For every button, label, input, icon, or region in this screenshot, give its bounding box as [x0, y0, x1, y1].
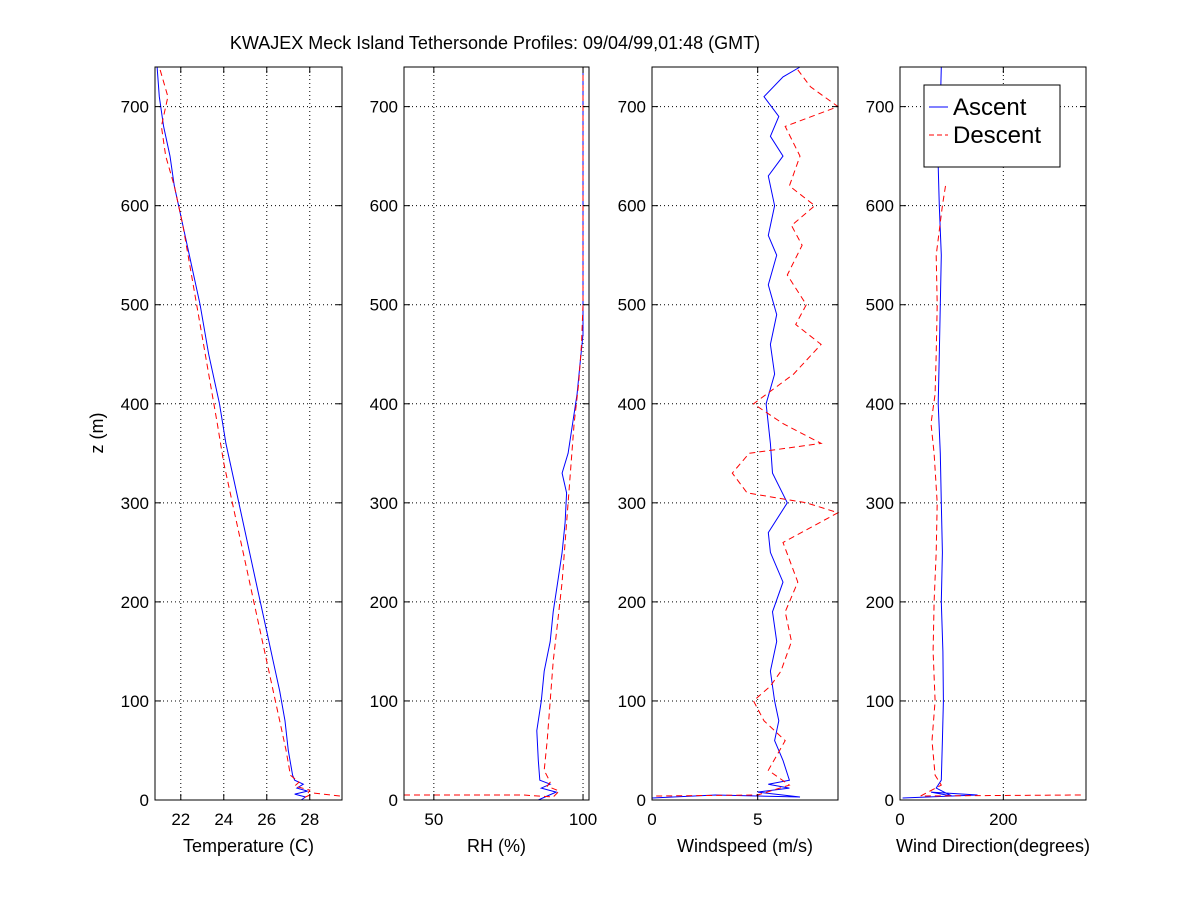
panel-3-axes-box	[651, 66, 839, 801]
legend-label-ascent: Ascent	[953, 94, 1027, 121]
panel-4-ytick-label-6: 600	[866, 197, 894, 216]
chart-title: KWAJEX Meck Island Tethersonde Profiles:…	[230, 33, 760, 53]
panel-1-ytick-label-1: 100	[121, 692, 149, 711]
panel-3-series-descent	[656, 66, 840, 797]
panel-4-ytick-label-5: 500	[866, 296, 894, 315]
panel-4-series-descent	[920, 185, 1081, 797]
panel-2-ytick-label-3: 300	[370, 494, 398, 513]
panel-3-xlabel: Windspeed (m/s)	[677, 836, 813, 856]
panel-1: 22 24 26 28 0 100 200 300 400 500 600 700 Temperatur…	[121, 66, 343, 856]
panel-4-axes-box	[899, 66, 1087, 801]
panel-2-xlabel: RH (%)	[467, 836, 526, 856]
panel-1-xtick-label-3: 28	[300, 810, 319, 829]
panel-1-series-ascent	[156, 66, 308, 801]
panel-3-ytick-label-5: 500	[618, 296, 646, 315]
panel-2-ytick-label-6: 600	[370, 197, 398, 216]
panel-1-ytick-label-2: 200	[121, 593, 149, 612]
panel-4-xlabel: Wind Direction(degrees)	[896, 836, 1090, 856]
legend-label-descent: Descent	[953, 122, 1041, 149]
panel-3-xtick-label-1: 5	[753, 810, 762, 829]
legend-box	[923, 84, 1061, 168]
panel-3-ytick-label-2: 200	[618, 593, 646, 612]
panel-1-axes-box	[154, 66, 343, 801]
panel-3-ytick-label-0: 0	[637, 791, 646, 810]
panel-4-ytick-label-2: 200	[866, 593, 894, 612]
panels-group: 22 24 26 280100200300400500600700Temperatur…	[121, 66, 1090, 856]
panel-2-series-descent	[404, 67, 584, 798]
panel-1-xtick-label-2: 26	[257, 810, 276, 829]
panel-2-xtick-label-0: 50	[424, 810, 443, 829]
panel-2-ytick-label-2: 200	[370, 593, 398, 612]
panel-4-ytick-label-1: 100	[866, 692, 894, 711]
panel-3-ytick-label-4: 400	[618, 395, 646, 414]
panel-2: 50 100 0 100 200 300 400 500 600 700 RH (%)	[370, 66, 597, 856]
panel-3-ytick-label-3: 300	[618, 494, 646, 513]
panel-4-xtick-label-1: 200	[989, 810, 1017, 829]
panel-2-axes-box	[403, 66, 590, 801]
panel-1-ytick-label-7: 700	[121, 98, 149, 117]
panel-4-ytick-label-7: 700	[866, 98, 894, 117]
panel-1-xtick-label-0: 22	[171, 810, 190, 829]
panel-2-ytick-label-0: 0	[389, 791, 398, 810]
panel-4-ytick-label-3: 300	[866, 494, 894, 513]
panel-2-xtick-label-1: 100	[569, 810, 597, 829]
panel-4-ytick-label-4: 400	[866, 395, 894, 414]
y-axis-label: z (m)	[87, 413, 107, 454]
panel-2-series-ascent	[536, 67, 584, 801]
panel-4: 0 200 0 100 200 300 400 500 600 700 Wind Direction…	[866, 66, 1090, 856]
panel-1-ytick-label-6: 600	[121, 197, 149, 216]
panel-4-xtick-label-0: 0	[895, 810, 904, 829]
panel-2-ytick-label-1: 100	[370, 692, 398, 711]
panel-1-ytick-label-4: 400	[121, 395, 149, 414]
panel-4-ytick-label-0: 0	[885, 791, 894, 810]
panel-3-xtick-label-0: 0	[647, 810, 656, 829]
panel-2-ytick-label-4: 400	[370, 395, 398, 414]
panel-1-xtick-label-1: 24	[214, 810, 233, 829]
panel-3-ytick-label-1: 100	[618, 692, 646, 711]
panel-3-ytick-label-6: 600	[618, 197, 646, 216]
panel-1-ytick-label-5: 500	[121, 296, 149, 315]
panel-3-series-ascent	[651, 66, 801, 799]
panel-2-ytick-label-7: 700	[370, 98, 398, 117]
panel-1-ytick-label-3: 300	[121, 494, 149, 513]
panel-4-series-ascent	[902, 66, 978, 799]
panel-1-ytick-label-0: 0	[140, 791, 149, 810]
panel-1-xlabel: Temperature (C)	[183, 836, 314, 856]
panel-2-ytick-label-5: 500	[370, 296, 398, 315]
panel-3-ytick-label-7: 700	[618, 98, 646, 117]
panel-1-series-descent	[158, 66, 340, 799]
